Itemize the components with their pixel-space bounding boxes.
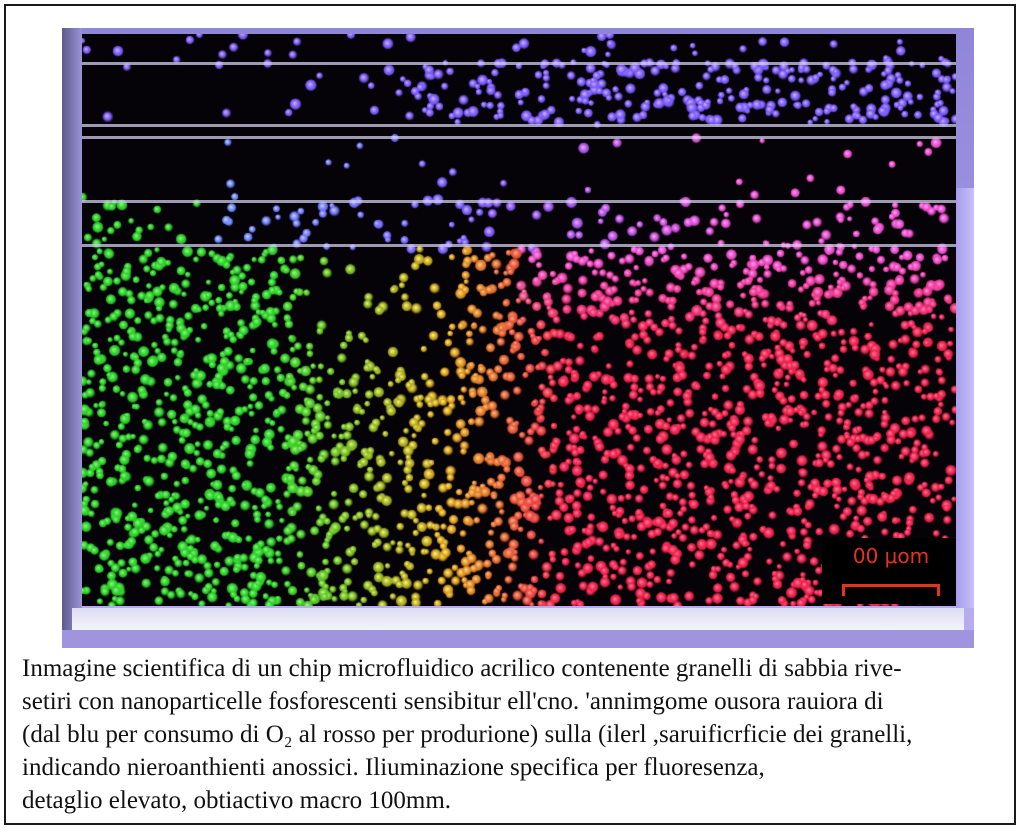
scale-bar-label: 00 μom bbox=[852, 544, 930, 568]
chip-base-strip bbox=[72, 608, 964, 630]
caption-line-3: (dal blu per consumo di O₂ al rosso per … bbox=[22, 721, 913, 748]
chip-left-rail bbox=[62, 28, 82, 648]
caption-line-5: detaglio elevato, obtiactivo macro 100mm… bbox=[22, 787, 452, 814]
caption-line-2: setiri con nanoparticelle fosforescenti … bbox=[22, 688, 884, 715]
channel-divider bbox=[82, 62, 956, 65]
caption-line-1: Inmagine scientifica di un chip microflu… bbox=[22, 655, 902, 682]
chip-channels: 00 μom bbox=[82, 34, 956, 606]
chip-base bbox=[62, 630, 974, 648]
channel-divider bbox=[82, 244, 956, 247]
figure-frame: 00 μom Inmagine scientifica di un chip m… bbox=[4, 4, 1016, 825]
scale-bar-bracket bbox=[842, 584, 940, 596]
channel-divider bbox=[82, 136, 956, 139]
figure-caption: Inmagine scientifica di un chip microflu… bbox=[22, 652, 1012, 817]
channel-divider bbox=[82, 200, 956, 203]
fluorescent-grains bbox=[82, 34, 956, 606]
scale-bar: 00 μom bbox=[822, 538, 956, 604]
channel-divider bbox=[82, 124, 956, 127]
microfluidic-chip-photo: 00 μom bbox=[62, 28, 974, 648]
caption-line-4: indicando nieroanthienti anossici. Ilium… bbox=[22, 754, 765, 781]
chip-right-rail bbox=[956, 188, 974, 608]
